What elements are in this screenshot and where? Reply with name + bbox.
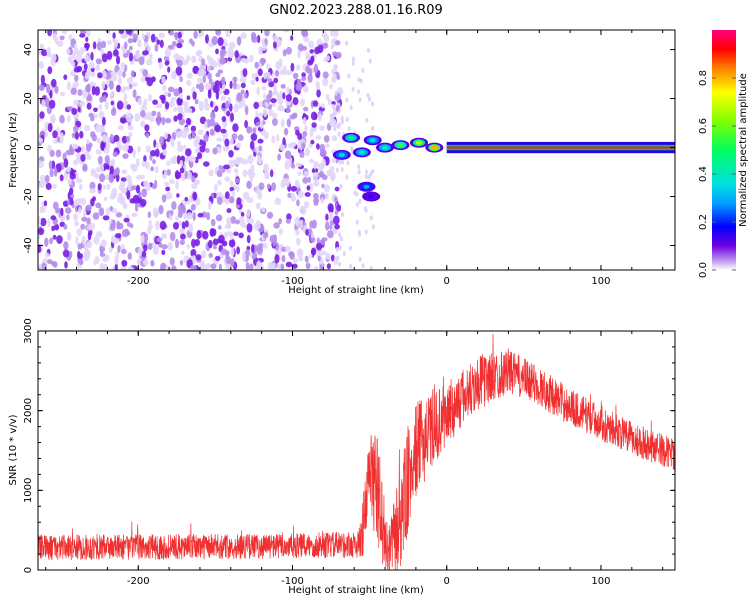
colorbar-tick-label: 0.8	[698, 70, 709, 86]
snr-ytick-label: 1000	[23, 478, 34, 503]
signal-feature	[363, 135, 382, 146]
snr-ytick-label: 3000	[23, 318, 34, 343]
spectrogram-xtick-label: 100	[591, 276, 610, 287]
signal-feature	[342, 132, 361, 143]
snr-ytick-label: 0	[23, 567, 34, 573]
snr-frame	[37, 330, 676, 571]
signal-feature	[352, 147, 371, 158]
spectrogram-xlabel: Height of straight line (km)	[288, 285, 424, 296]
spectrogram-content	[38, 30, 675, 270]
spectrogram-ylabel: Frequency (Hz)	[8, 112, 19, 188]
spectrogram-ytick-label: 0	[23, 144, 34, 150]
colorbar: 0.0 0.2 0.4 0.6 0.8 Normalized spectral ampl…	[698, 30, 749, 278]
colorbar-label: Normalized spectral amplitude	[738, 73, 749, 227]
colorbar-gradient	[712, 30, 736, 270]
spectrogram-ytick-label: -40	[23, 237, 34, 253]
snr-xtick-label: 0	[444, 576, 450, 587]
signal-feature	[425, 142, 444, 153]
signal-feature	[391, 140, 410, 151]
spectrogram-ytick-label: -20	[23, 188, 34, 204]
spectrogram-ytick-label: 40	[23, 43, 34, 56]
snr-ytick-label: 2000	[23, 398, 34, 423]
signal-feature	[362, 191, 381, 202]
noise-speckles	[38, 30, 375, 270]
colorbar-tick-label: 0.2	[698, 214, 709, 230]
figure-title: GN02.2023.288.01.16.R09	[269, 3, 443, 18]
colorbar-tick-label: 0.4	[698, 166, 709, 182]
colorbar-tick-label: 0.6	[698, 118, 709, 134]
spectrogram-xtick-label: -200	[127, 276, 150, 287]
snr-xtick-label: -200	[127, 576, 150, 587]
spectrogram-ytick-label: 20	[23, 92, 34, 105]
signal-feature	[332, 149, 351, 160]
spectrogram-xtick-label: 0	[444, 276, 450, 287]
spectrogram-xtick-label: -100	[281, 276, 304, 287]
snr-ylabel: SNR (10 * v/v)	[8, 414, 19, 485]
signal-line	[446, 146, 675, 149]
snr-xlabel: Height of straight line (km)	[288, 585, 424, 596]
signal-feature	[357, 181, 376, 192]
snr-series-line	[38, 334, 675, 570]
snr-xtick-label: 100	[591, 576, 610, 587]
colorbar-ticks: 0.0 0.2 0.4 0.6 0.8	[698, 70, 736, 278]
signal-features	[332, 132, 444, 202]
snr-xtick-label: -100	[281, 576, 304, 587]
signal-feature	[410, 137, 428, 148]
snr-content	[38, 334, 675, 570]
spectrogram-frame	[37, 29, 676, 271]
colorbar-tick-label: 0.0	[698, 262, 709, 278]
signal-feature	[376, 142, 394, 153]
